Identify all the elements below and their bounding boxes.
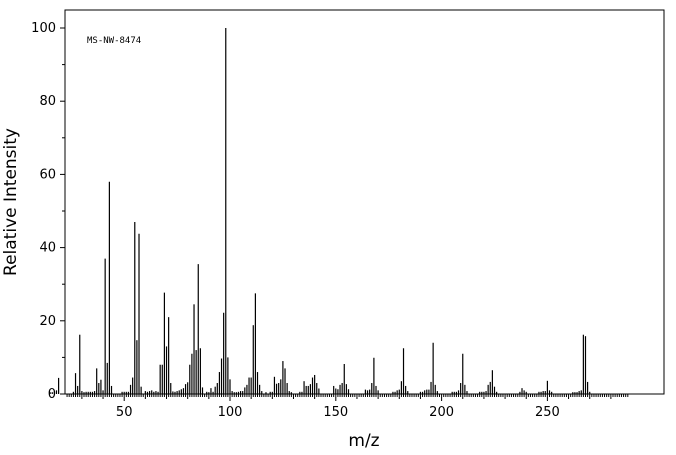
x-tick-label: 200 xyxy=(429,405,454,420)
x-axis: 50 100 150 200 250 xyxy=(66,394,629,420)
spectrum-id-annotation: MS-NW-8474 xyxy=(87,36,141,46)
x-tick-label: 50 xyxy=(116,405,133,420)
y-tick-label: 20 xyxy=(39,314,56,329)
y-tick-label: 0 xyxy=(48,387,56,402)
x-tick-label: 250 xyxy=(535,405,560,420)
y-tick-label: 80 xyxy=(39,94,56,109)
y-axis: 0 20 40 60 80 100 xyxy=(31,21,65,402)
x-tick-label: 150 xyxy=(323,405,348,420)
y-axis-title: Relative Intensity xyxy=(1,128,21,276)
plot-frame xyxy=(64,9,665,395)
y-tick-label: 40 xyxy=(39,241,56,256)
y-tick-label: 60 xyxy=(39,167,56,182)
x-axis-title: m/z xyxy=(348,431,379,451)
peak-bars xyxy=(49,28,591,394)
y-tick-label: 100 xyxy=(31,21,56,36)
x-tick-label: 100 xyxy=(218,405,243,420)
